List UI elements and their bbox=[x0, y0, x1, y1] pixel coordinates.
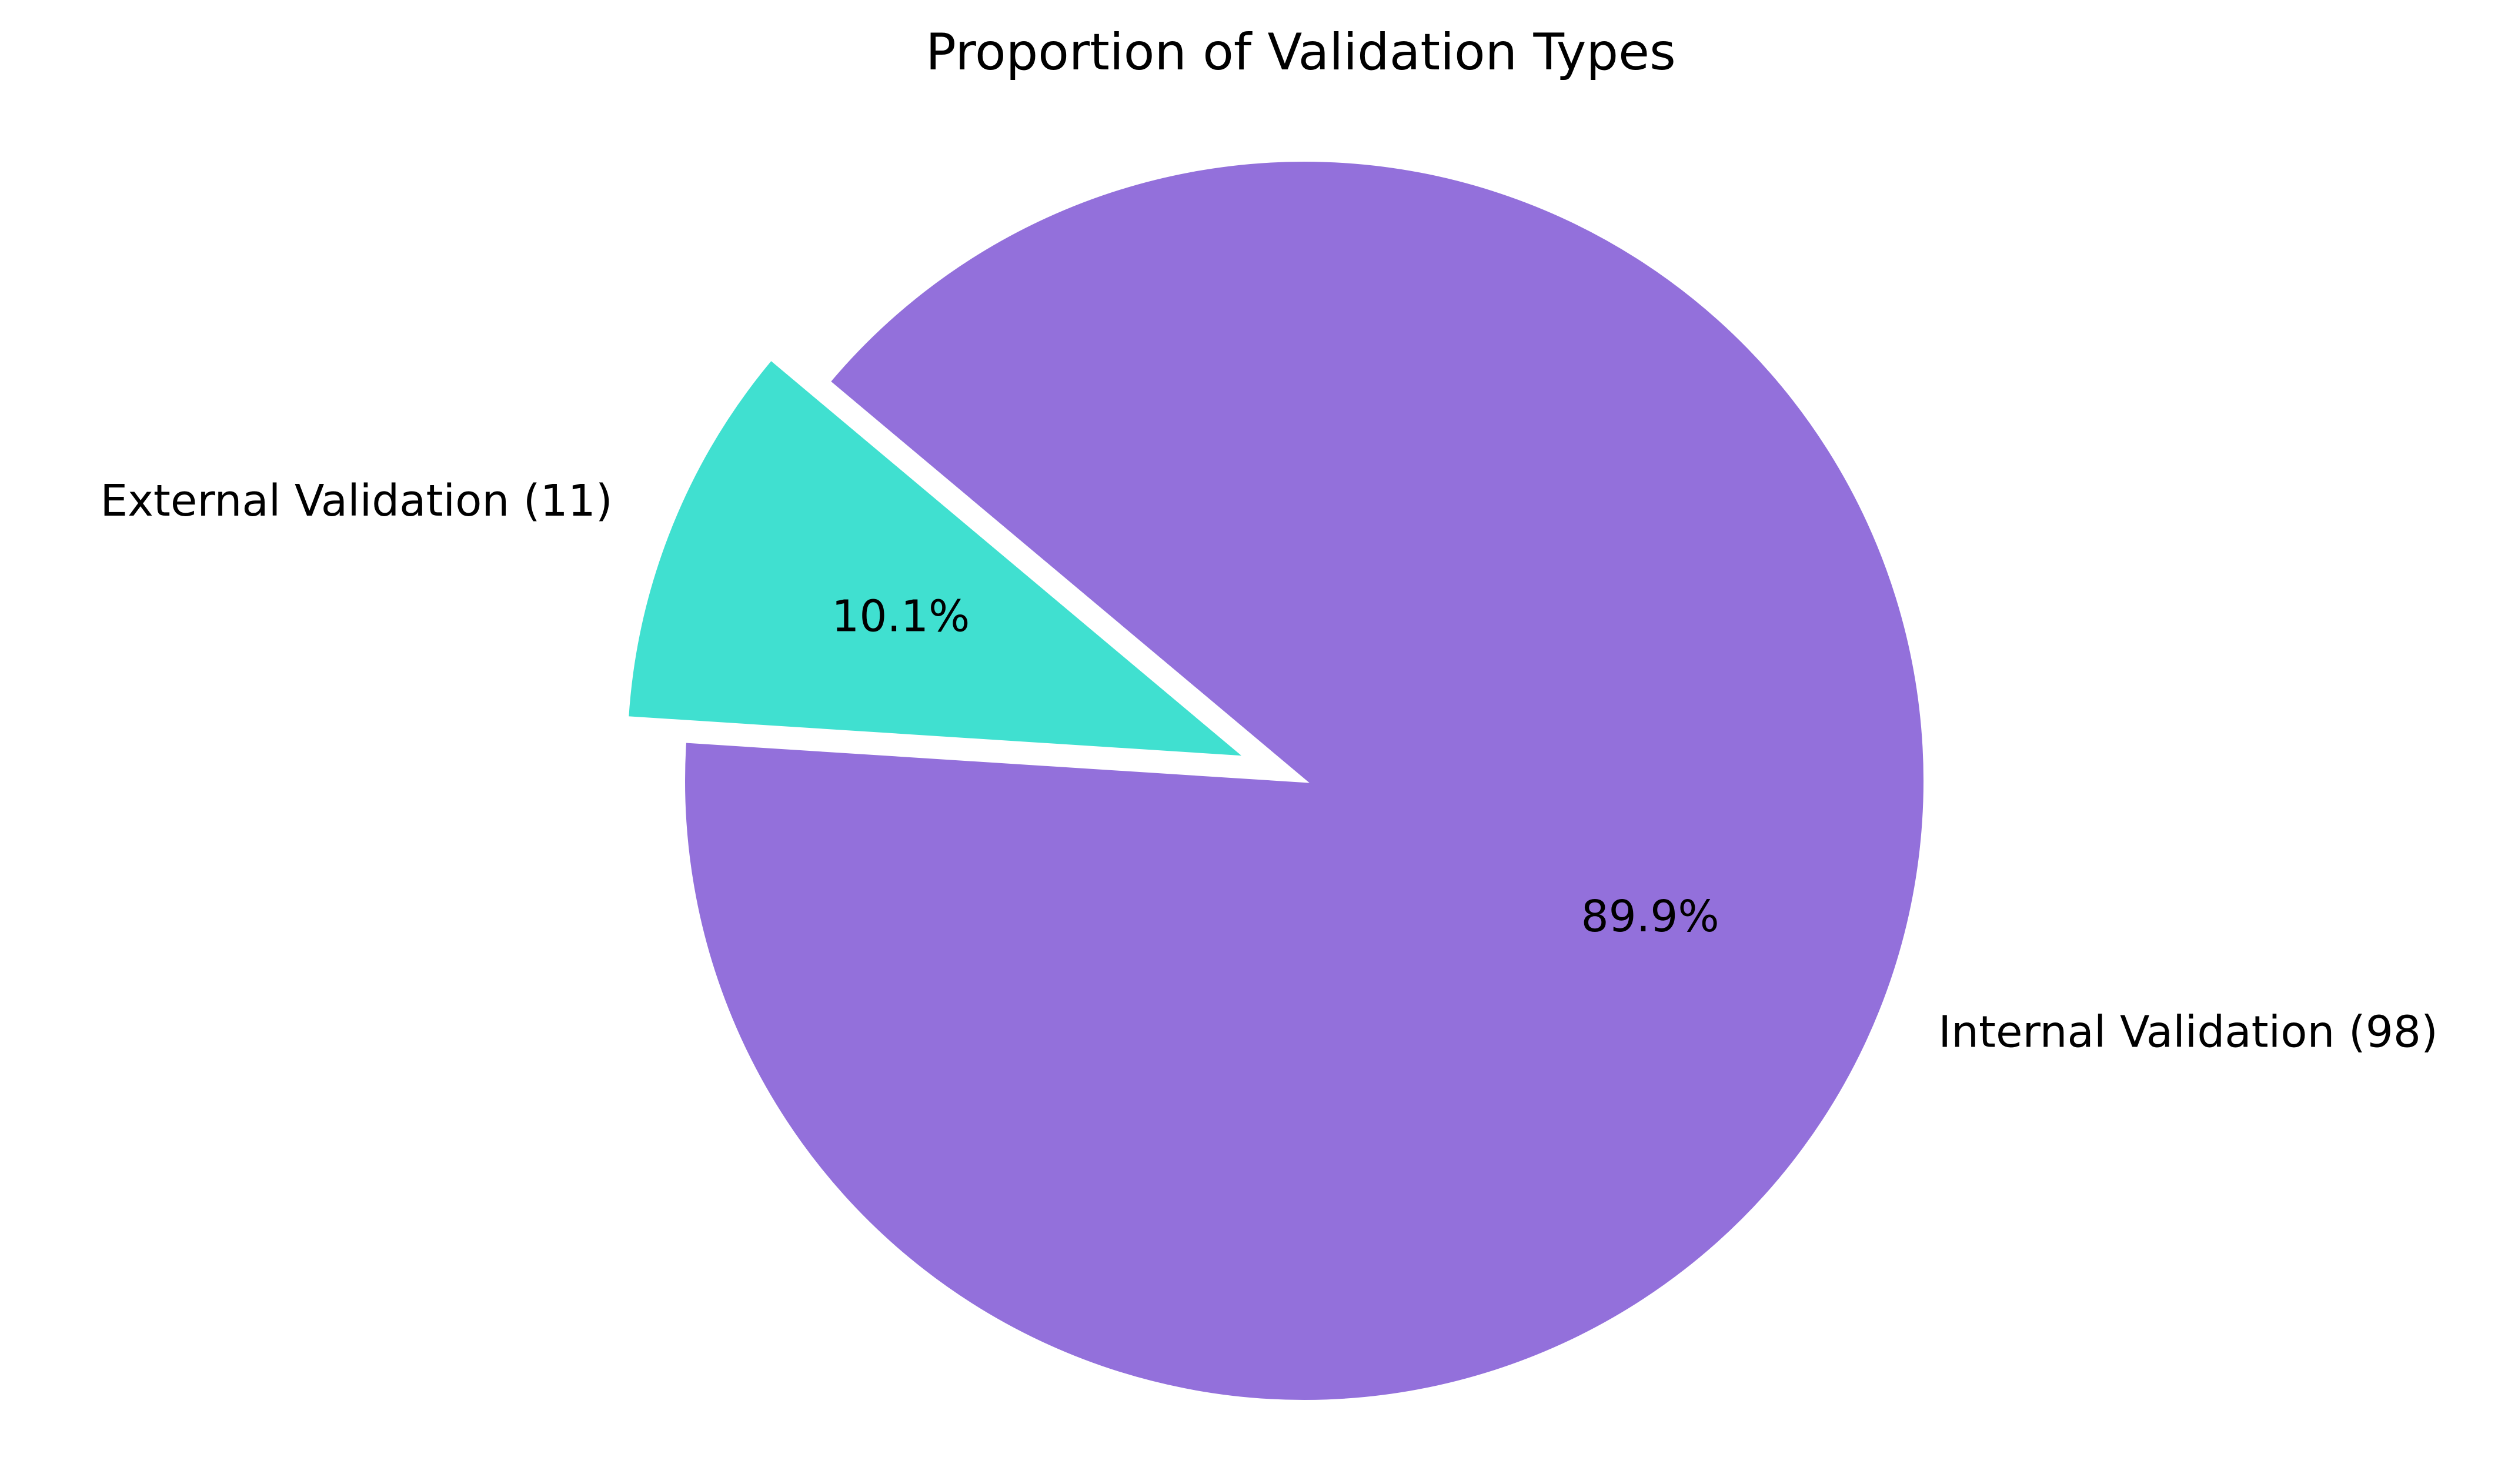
slice-label-1: Internal Validation (98) bbox=[1938, 1007, 2438, 1058]
pie-slice-1 bbox=[682, 158, 1927, 1403]
pie-labels: External Validation (11) 10.1% Internal Va… bbox=[100, 476, 2438, 1057]
pie-slice-0 bbox=[625, 356, 1252, 760]
slice-label-0: External Validation (11) bbox=[100, 476, 612, 526]
slice-percent-0: 10.1% bbox=[831, 591, 970, 642]
pie-slices bbox=[625, 158, 1927, 1403]
chart-title: Proportion of Validation Types bbox=[926, 23, 1676, 82]
slice-percent-1: 89.9% bbox=[1581, 891, 1719, 942]
